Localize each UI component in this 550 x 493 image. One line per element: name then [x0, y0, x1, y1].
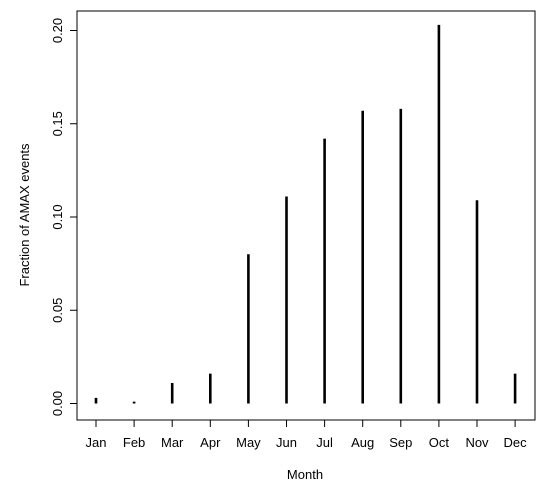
x-tick-label-jan: Jan: [86, 435, 107, 450]
x-axis-title: Month: [287, 467, 323, 482]
x-tick-label-nov: Nov: [465, 435, 489, 450]
x-tick-label-jun: Jun: [276, 435, 297, 450]
x-tick-label-apr: Apr: [200, 435, 221, 450]
x-tick-label-feb: Feb: [123, 435, 145, 450]
x-tick-label-sep: Sep: [389, 435, 412, 450]
y-tick-label-3: 0.15: [50, 111, 65, 136]
x-tick-label-aug: Aug: [351, 435, 374, 450]
x-tick-label-dec: Dec: [504, 435, 528, 450]
y-tick-label-4: 0.20: [50, 18, 65, 43]
x-tick-label-oct: Oct: [429, 435, 450, 450]
x-tick-label-may: May: [236, 435, 261, 450]
plot-frame: [76, 10, 536, 421]
y-axis-title: Fraction of AMAX events: [17, 143, 32, 287]
y-tick-label-0: 0.00: [50, 391, 65, 416]
y-tick-label-1: 0.05: [50, 298, 65, 323]
y-tick-label-2: 0.10: [50, 204, 65, 229]
x-tick-label-mar: Mar: [161, 435, 184, 450]
x-tick-label-jul: Jul: [316, 435, 333, 450]
